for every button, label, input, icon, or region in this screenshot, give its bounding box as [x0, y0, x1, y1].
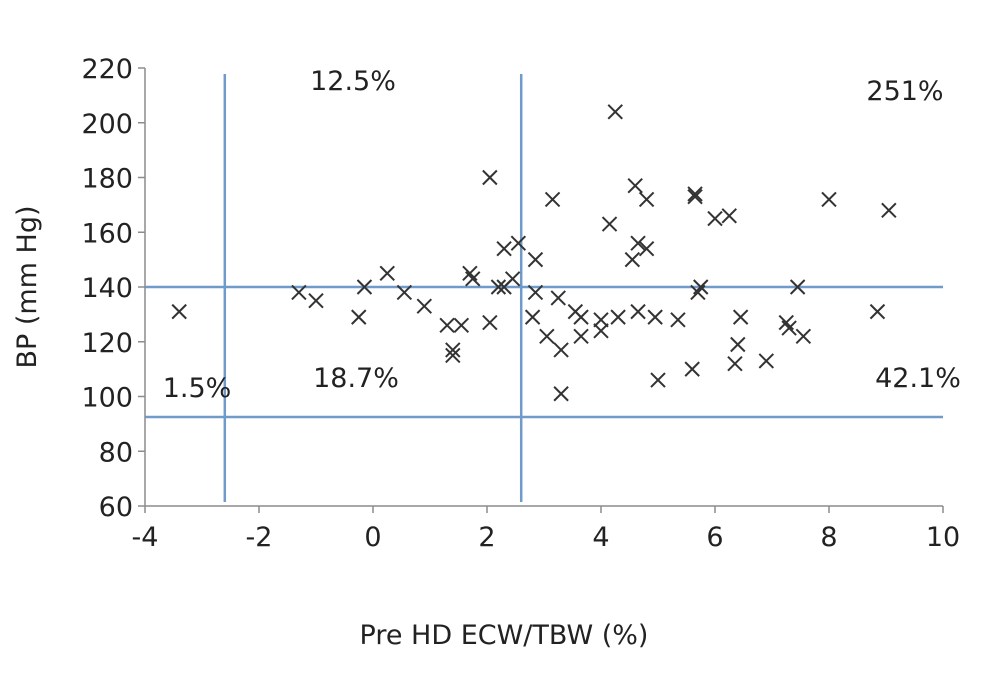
data-point [482, 169, 498, 186]
y-tick-label: 140 [81, 273, 133, 304]
data-point [607, 104, 623, 120]
data-point [670, 312, 686, 328]
y-tick-label: 120 [81, 328, 133, 359]
data-point [707, 210, 723, 227]
data-point [638, 240, 655, 257]
data-point [539, 328, 555, 344]
data-point [795, 328, 812, 344]
data-point [308, 292, 324, 309]
data-point [627, 178, 643, 194]
data-point [881, 202, 897, 219]
data-point [601, 216, 618, 232]
data-point [869, 303, 886, 320]
data-point [462, 265, 478, 282]
y-tick-label: 80 [99, 437, 133, 468]
data-point [544, 191, 561, 208]
x-axis-title: Pre HD ECW/TBW (%) [360, 620, 649, 651]
data-point [638, 191, 655, 208]
data-point [730, 336, 746, 353]
data-point [553, 386, 569, 402]
data-point [445, 347, 461, 364]
x-tick-label: 10 [926, 522, 960, 553]
y-tick-label: 200 [81, 109, 133, 140]
x-tick-label: 0 [364, 522, 381, 553]
x-tick-label: 2 [478, 522, 495, 553]
x-tick-label: -2 [246, 522, 273, 553]
quadrant-percentage-label: 12.5% [310, 66, 396, 97]
y-tick-label: 60 [99, 492, 133, 523]
data-point [630, 235, 646, 251]
data-point [510, 235, 527, 251]
data-point [445, 342, 461, 358]
data-point [524, 309, 541, 325]
data-point [687, 188, 703, 205]
data-point [732, 309, 749, 325]
data-point [693, 279, 709, 295]
data-point [610, 309, 626, 325]
data-point [504, 271, 521, 287]
data-point [727, 355, 743, 372]
data-point [553, 342, 569, 358]
y-tick-label: 220 [81, 54, 133, 85]
quadrant-percentage-label: 18.7% [313, 363, 399, 394]
data-point [482, 314, 498, 331]
data-point [490, 279, 507, 295]
quadrant-percentage-label: 1.5% [163, 373, 232, 404]
data-point [758, 353, 775, 369]
data-point [650, 372, 666, 388]
data-point [439, 317, 455, 334]
quadrant-annotations: 12.5% 251% 1.5% 18.7% 42.1% [163, 66, 961, 404]
data-point [721, 208, 737, 224]
data-point [630, 303, 646, 320]
data-point [291, 284, 307, 301]
data-point [171, 303, 187, 320]
data-point [593, 323, 609, 339]
data-point [416, 298, 433, 314]
data-point [573, 328, 589, 344]
data-point [778, 314, 794, 331]
quadrant-percentage-label: 42.1% [875, 363, 961, 394]
data-point [453, 317, 470, 334]
data-points [171, 104, 897, 402]
data-point [573, 309, 589, 325]
data-point [684, 361, 700, 377]
x-tick-label: 4 [592, 522, 609, 553]
quadrant-percentage-label: 251% [866, 76, 943, 107]
data-point [356, 279, 373, 295]
x-axis-ticks: -4 -2 0 2 4 6 8 10 [132, 506, 960, 553]
data-point [781, 320, 797, 336]
data-point [496, 240, 512, 257]
y-tick-label: 180 [81, 164, 133, 195]
x-tick-label: -4 [132, 522, 159, 553]
data-point [624, 251, 641, 268]
y-axis-ticks: 60 80 100 120 140 160 180 200 220 [81, 54, 145, 523]
y-tick-label: 100 [81, 383, 133, 414]
x-tick-label: 6 [706, 522, 723, 553]
data-point [396, 284, 413, 301]
data-point [687, 186, 703, 202]
data-point [379, 265, 395, 282]
data-point [593, 312, 609, 328]
data-point [527, 284, 544, 301]
data-point [550, 290, 566, 306]
data-point [351, 309, 367, 325]
y-tick-label: 160 [81, 218, 133, 249]
data-point [527, 251, 544, 268]
x-tick-label: 8 [820, 522, 837, 553]
y-axis-title: BP (mm Hg) [12, 205, 43, 368]
data-point [789, 279, 806, 295]
data-point [821, 191, 837, 208]
data-point [647, 309, 663, 325]
data-point [465, 271, 481, 287]
reference-lines [145, 74, 943, 502]
